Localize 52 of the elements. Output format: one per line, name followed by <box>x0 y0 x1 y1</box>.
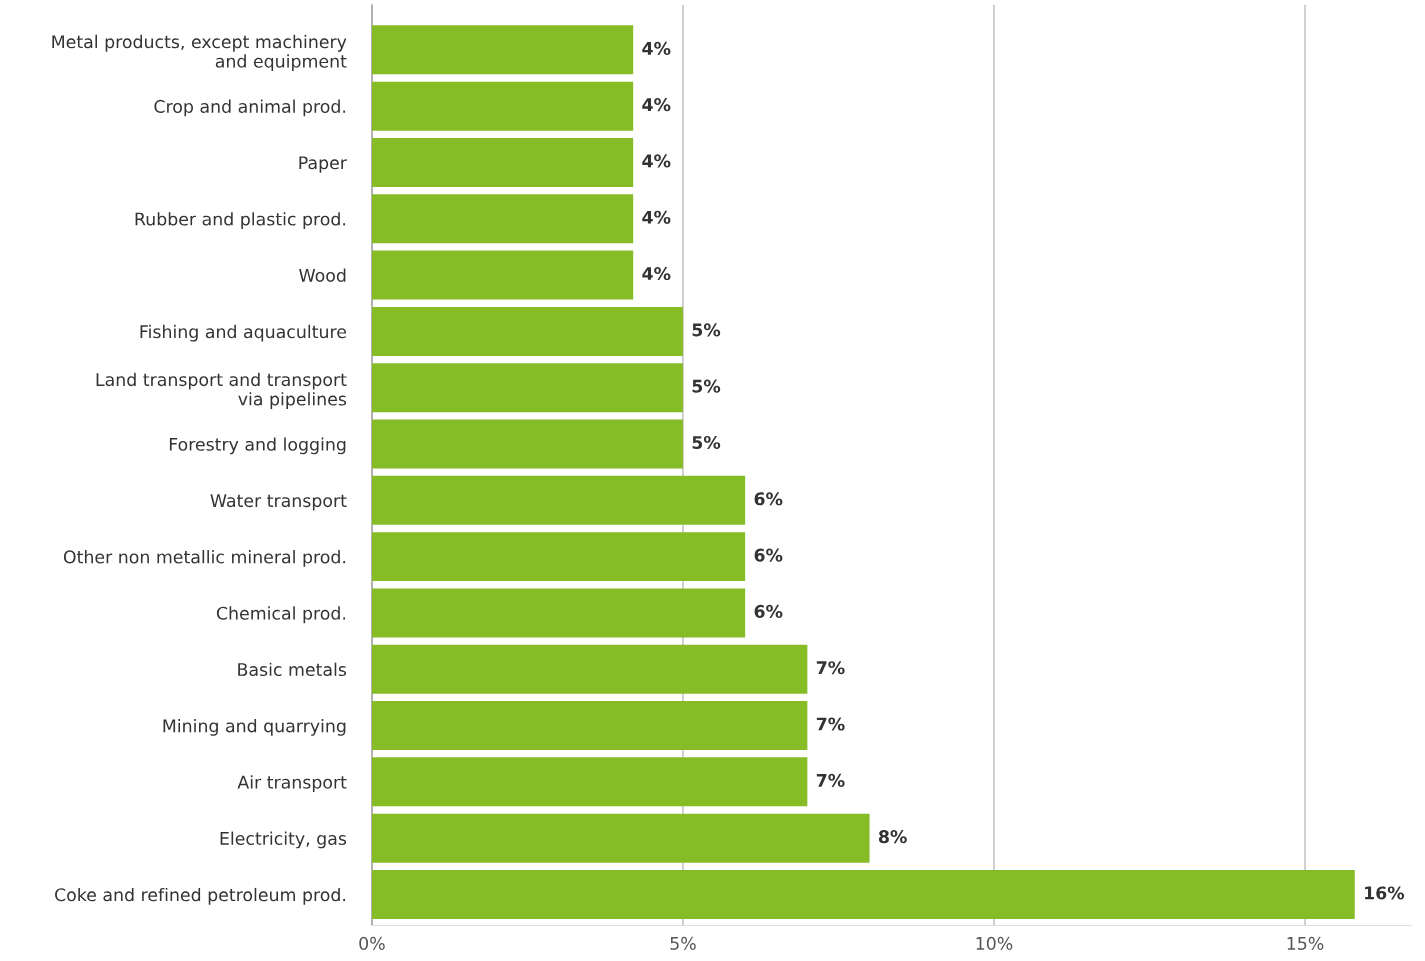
data-label: 5% <box>692 379 721 393</box>
data-label: 5% <box>692 323 721 337</box>
bar <box>371 757 808 807</box>
y-tick-label: Chemical prod. <box>216 606 346 624</box>
bar <box>371 81 634 131</box>
data-label: 6% <box>754 492 783 506</box>
data-label: 4% <box>642 210 671 224</box>
y-tick-label: Land transport and transport via pipelines <box>96 372 347 409</box>
bar <box>371 306 683 356</box>
bar <box>371 363 683 413</box>
x-tick-label: 15% <box>1287 936 1324 950</box>
bar <box>371 419 683 469</box>
data-label: 4% <box>642 41 671 55</box>
y-tick-label: Wood <box>299 268 346 282</box>
y-tick-label: Air transport <box>237 775 347 793</box>
data-label: 4% <box>642 98 671 112</box>
data-label: 7% <box>816 661 845 675</box>
bar <box>371 137 634 187</box>
bar <box>371 813 870 863</box>
y-tick-label: Mining and quarrying <box>163 718 346 736</box>
y-tick-label: Paper <box>299 156 347 173</box>
data-label: 4% <box>642 154 671 168</box>
bar <box>371 532 746 582</box>
data-label: 5% <box>692 435 721 450</box>
data-label: 6% <box>754 604 783 618</box>
data-label: 6% <box>754 548 783 562</box>
bar <box>371 588 746 638</box>
y-tick-label: Water transport <box>210 494 347 511</box>
bar <box>371 25 634 75</box>
y-tick-label: Forestry and logging <box>169 437 346 455</box>
data-label: 16% <box>1365 886 1405 900</box>
y-tick-label: Rubber and plastic prod. <box>135 212 346 229</box>
bar <box>371 194 634 244</box>
x-tick-label: 10% <box>976 936 1013 950</box>
y-tick-label: Fishing and aquaculture <box>140 324 346 342</box>
data-label: 7% <box>816 717 845 731</box>
data-label: 7% <box>816 773 845 787</box>
y-tick-label: Electricity, gas <box>220 831 347 849</box>
y-tick-label: Metal products, except machinery and equipment <box>52 34 347 72</box>
bar <box>371 475 746 525</box>
bar <box>371 869 1355 919</box>
bar <box>371 250 634 300</box>
y-tick-label: Basic metals <box>238 662 347 677</box>
bar <box>371 701 808 751</box>
data-label: 4% <box>642 266 671 281</box>
bar <box>371 644 808 694</box>
x-tick-label: 0% <box>359 936 385 950</box>
y-tick-label: Coke and refined petroleum prod. <box>55 887 346 905</box>
x-tick-label: 5% <box>670 936 696 950</box>
data-label: 8% <box>878 830 907 844</box>
y-tick-label: Crop and animal prod. <box>154 99 346 117</box>
y-tick-label: Other non metallic mineral prod. <box>63 550 346 567</box>
